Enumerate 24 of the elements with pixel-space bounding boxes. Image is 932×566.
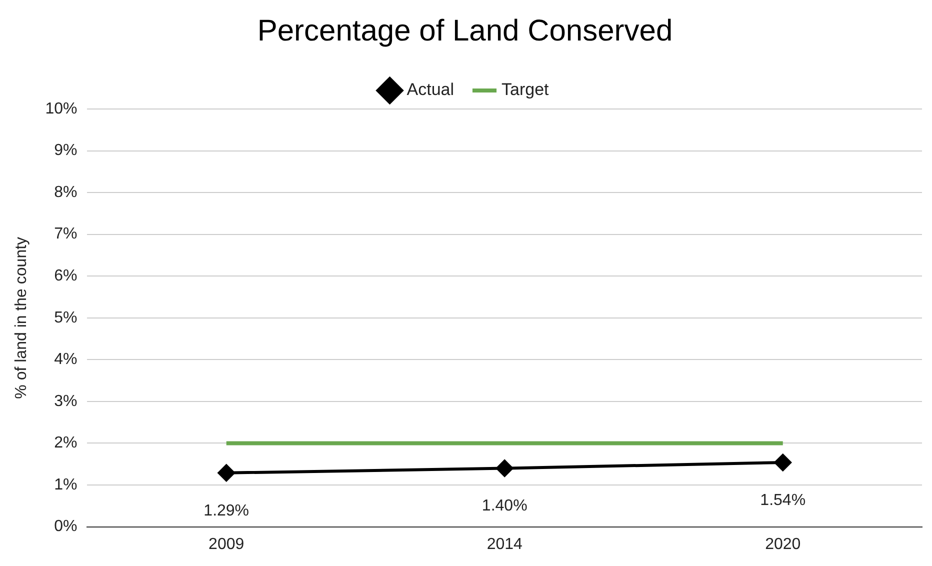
y-tick-label: 5% bbox=[54, 309, 78, 326]
y-tick-label: 9% bbox=[54, 142, 78, 160]
x-tick-label: 2020 bbox=[765, 536, 801, 553]
data-label: 1.54% bbox=[760, 492, 806, 509]
y-axis-title: % of land in the county bbox=[13, 236, 30, 399]
data-label: 1.29% bbox=[204, 502, 250, 520]
legend-label: Actual bbox=[406, 80, 454, 100]
point bbox=[496, 460, 514, 477]
y-tick-label: 10% bbox=[45, 100, 78, 118]
y-tick-label: 1% bbox=[54, 476, 78, 494]
y-tick-label: 4% bbox=[54, 351, 78, 368]
chart-title: Percentage of Land Conserved bbox=[257, 14, 673, 48]
x-tick-label: 2009 bbox=[208, 536, 244, 553]
data-label: 1.40% bbox=[482, 498, 528, 515]
point bbox=[218, 464, 235, 482]
y-tick-label: 3% bbox=[54, 392, 78, 410]
y-tick-label: 6% bbox=[54, 268, 78, 285]
point bbox=[774, 454, 792, 471]
x-tick-label: 2014 bbox=[486, 536, 523, 553]
y-tick-label: 2% bbox=[54, 434, 78, 452]
legend-label: Target bbox=[502, 80, 550, 100]
y-tick-label: 8% bbox=[54, 184, 78, 201]
y-tick-label: 7% bbox=[54, 226, 78, 243]
y-tick-label: 0% bbox=[54, 518, 78, 536]
